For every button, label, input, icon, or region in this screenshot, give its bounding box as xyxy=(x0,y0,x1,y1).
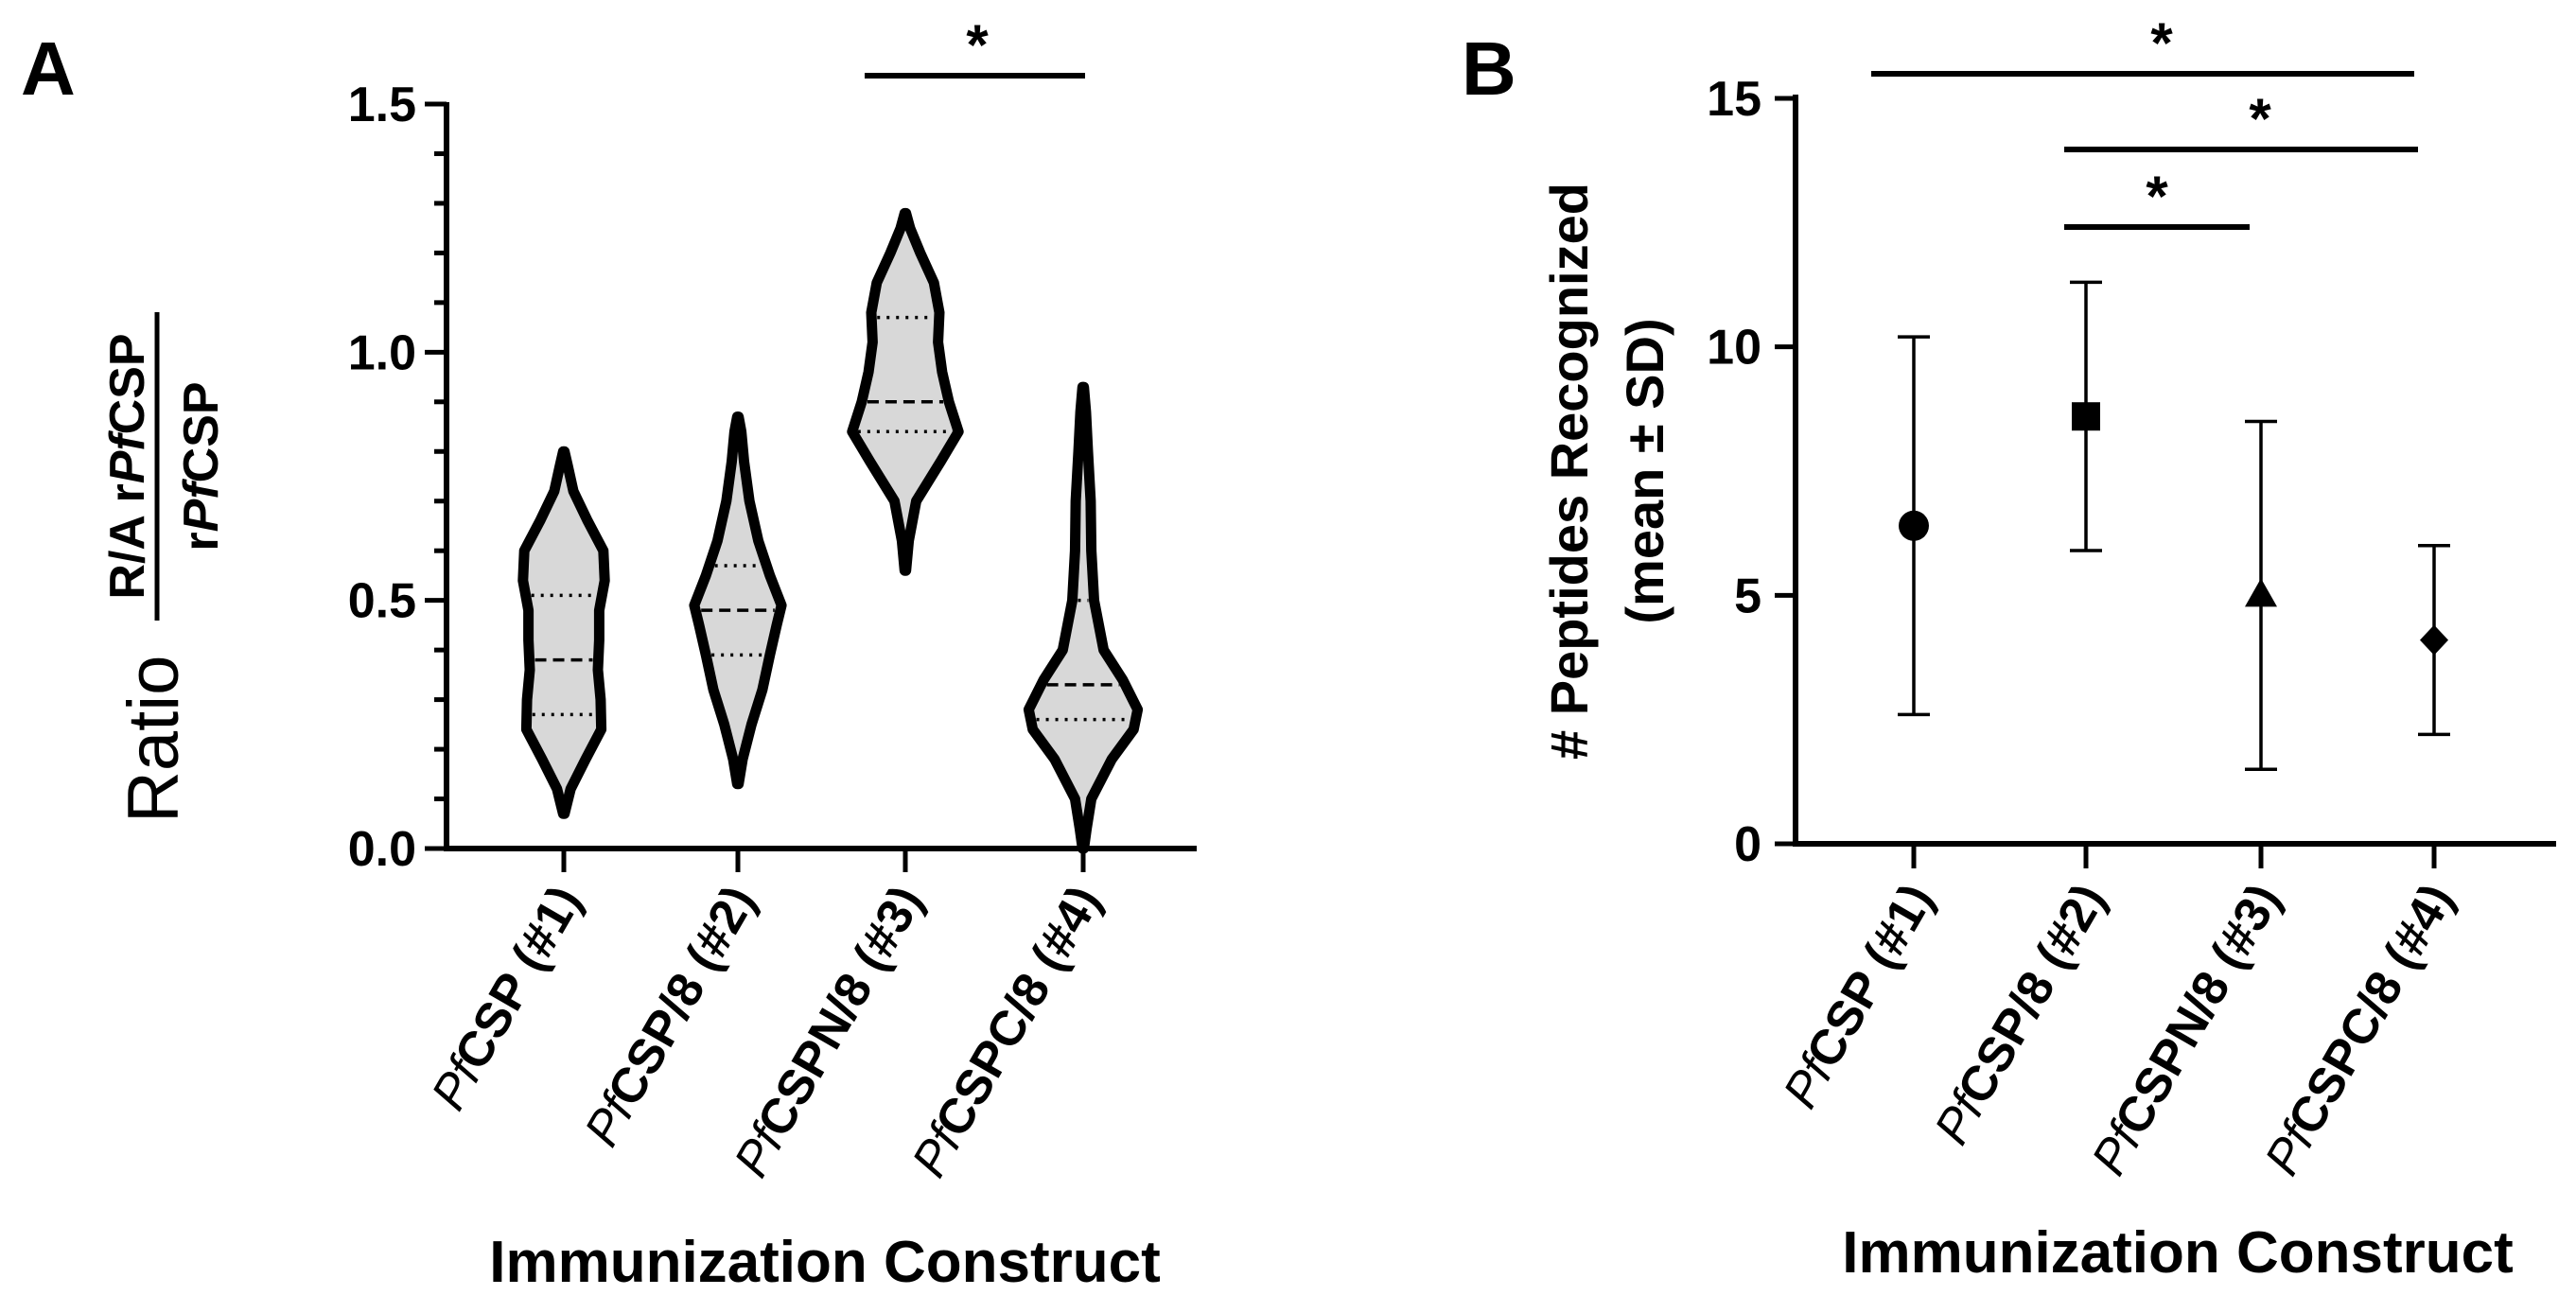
panel-b-significance: * * * xyxy=(1871,11,2418,230)
b-sig-star-0: * xyxy=(2150,11,2173,75)
panel-a-category-labels: PfCSP (#1)PfCSP/8 (#2)PfCSPN/8 (#3)PfCSP… xyxy=(421,849,1112,1186)
panel-b-category-labels: PfCSP (#1)PfCSP/8 (#2)PfCSPN/8 (#3)PfCSP… xyxy=(1773,844,2464,1184)
a-ytick-label-1: 0.5 xyxy=(348,574,416,629)
panel-b-y-ticks: 0 5 10 15 xyxy=(1707,72,1796,872)
panel-b-y-title-line1: # Peptides Recognized xyxy=(1539,183,1599,760)
panel-b-points xyxy=(1898,280,2450,771)
a-violin-1 xyxy=(517,446,610,819)
panel-a-significance: * xyxy=(865,13,1085,79)
b-category-label-3: PfCSPN/8 (#3) xyxy=(2081,875,2291,1184)
a-category-label-1: PfCSP (#1) xyxy=(421,877,592,1119)
panel-b-y-title-line2: (mean ± SD) xyxy=(1615,318,1674,623)
b-mean-marker-3 xyxy=(2245,578,2277,607)
a-violin-2 xyxy=(689,411,787,790)
b-category-label-4: PfCSPC/8 (#4) xyxy=(2254,875,2464,1184)
panel-b-y-title: # Peptides Recognized (mean ± SD) xyxy=(1539,183,1674,760)
b-mean-marker-1 xyxy=(1899,510,1929,541)
b-sig-star-2: * xyxy=(2146,165,2168,228)
panel-a-y-title-numerator: R/A rPfCSP xyxy=(100,333,155,599)
panel-a-y-title: Ratio R/A rPfCSP rPfCSP xyxy=(100,312,229,823)
a-ytick-label-2: 1.0 xyxy=(348,325,416,380)
panel-b-x-title: Immunization Construct xyxy=(1842,1220,2514,1286)
panel-a-label: A xyxy=(21,26,76,111)
panel-a-y-title-denominator: rPfCSP xyxy=(174,381,229,551)
b-mean-marker-2 xyxy=(2072,402,2100,431)
a-sig-star-0: * xyxy=(966,13,989,77)
a-category-label-4: PfCSPC/8 (#4) xyxy=(902,877,1112,1186)
panel-a-y-ticks: 0.0 0.5 1.0 1.5 xyxy=(348,78,447,877)
b-ytick-label-1: 5 xyxy=(1734,569,1761,623)
a-ytick-label-0: 0.0 xyxy=(348,822,416,877)
b-ytick-label-3: 15 xyxy=(1707,72,1761,127)
a-ytick-label-3: 1.5 xyxy=(348,78,416,132)
panel-a-x-title: Immunization Construct xyxy=(489,1230,1161,1295)
b-mean-marker-4 xyxy=(2420,624,2448,656)
b-category-label-1: PfCSP (#1) xyxy=(1773,875,1944,1117)
a-violin-4 xyxy=(1023,381,1144,854)
panel-b-label: B xyxy=(1462,26,1516,111)
b-category-label-2: PfCSP/8 (#2) xyxy=(1924,875,2116,1153)
a-violin-3 xyxy=(847,207,964,576)
panel-a-y-title-prefix: Ratio xyxy=(114,656,194,823)
b-ytick-label-2: 10 xyxy=(1707,321,1761,376)
b-ytick-label-0: 0 xyxy=(1734,817,1761,872)
a-category-label-2: PfCSP/8 (#2) xyxy=(574,877,766,1155)
panel-a-violins xyxy=(517,207,1144,854)
b-sig-star-1: * xyxy=(2249,87,2271,150)
